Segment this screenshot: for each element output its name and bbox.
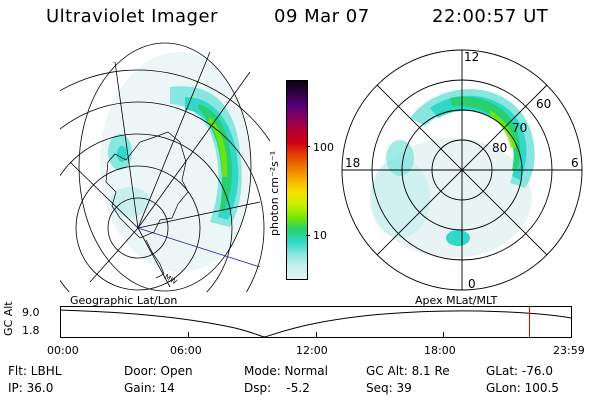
ip-value: IP: 36.0 (8, 381, 54, 395)
apex-polar-plot: 12 0 18 6 60 70 80 (341, 49, 583, 291)
observation-time: 22:00:57 UT (432, 6, 549, 27)
colorbar-tickmark-100 (306, 146, 310, 147)
mode-value: Mode: Normal (244, 364, 328, 378)
seq-value: Seq: 39 (366, 381, 412, 395)
filter-value: Flt: LBHL (8, 364, 62, 378)
colorbar-tickmark-10 (306, 235, 310, 236)
coastline (105, 131, 189, 239)
timeline-y-top: 9.0 (22, 306, 40, 319)
orbit-altitude-timeline (60, 306, 572, 338)
door-value: Door: Open (124, 364, 193, 378)
colorbar (286, 80, 308, 280)
mlat-label-70: 70 (512, 121, 527, 135)
dsp-value: Dsp: -5.2 (244, 381, 310, 395)
x-tick-1200: 12:00 (296, 344, 328, 357)
timeline-axis-label: GC Alt (2, 301, 15, 336)
glat-value: GLat: -76.0 (486, 364, 553, 378)
geographic-aurora-image (79, 43, 251, 291)
observation-date: 09 Mar 07 (274, 6, 370, 27)
instrument-title: Ultraviolet Imager (46, 6, 218, 27)
coastline-peninsula (145, 239, 165, 279)
x-tick-1800: 18:00 (424, 344, 456, 357)
gain-value: Gain: 14 (124, 381, 175, 395)
colorbar-tick-10: 10 (313, 229, 327, 242)
glon-value: GLon: 100.5 (486, 381, 559, 395)
colorbar-unit-label: photon cm⁻²s⁻¹ (268, 150, 281, 236)
x-tick-2359: 23:59 (553, 344, 585, 357)
mlat-label-60: 60 (536, 97, 551, 111)
x-tick-0600: 06:00 (170, 344, 202, 357)
mlat-label-80: 80 (492, 141, 507, 155)
apex-caption: Apex MLat/MLT (415, 294, 498, 307)
mlt-label-dusk: 18 (345, 156, 360, 170)
timeline-ticks (60, 332, 572, 338)
x-tick-0000: 00:00 (47, 344, 79, 357)
gc-alt-value: GC Alt: 8.1 Re (366, 364, 450, 378)
mlt-label-dawn: 6 (571, 156, 579, 170)
mlt-label-midnight: 0 (468, 277, 476, 291)
geographic-caption: Geographic Lat/Lon (70, 294, 178, 307)
colorbar-tick-100: 100 (313, 141, 334, 154)
mlt-label-noon: 12 (464, 50, 479, 64)
altitude-curve (60, 309, 572, 338)
timeline-y-bottom: 1.8 (22, 324, 40, 337)
polar-grid (341, 49, 583, 291)
colorbar-gradient (287, 81, 307, 279)
geographic-map: MW (60, 42, 270, 292)
